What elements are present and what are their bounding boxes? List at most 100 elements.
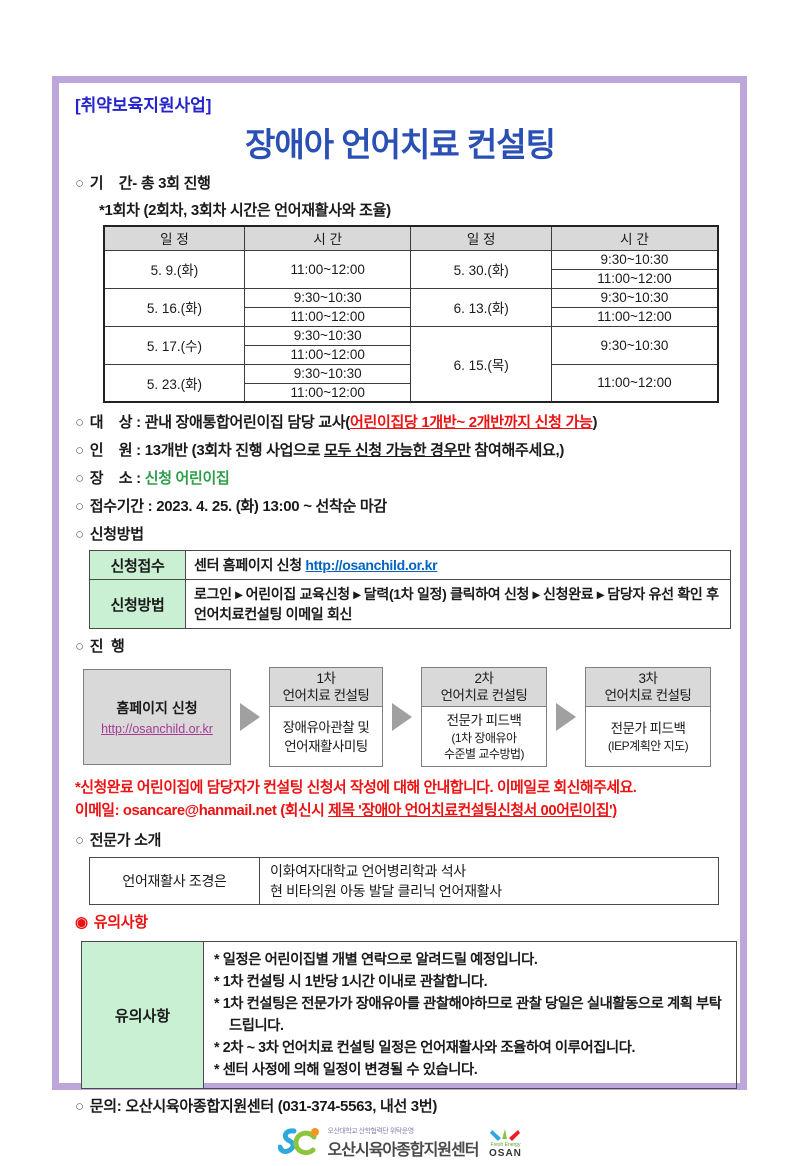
schedule-date: 5. 30.(화) bbox=[410, 249, 552, 289]
notice-item: * 1차 컨설팅 시 1반당 1시간 이내로 관찰합니다. bbox=[214, 974, 488, 990]
schedule-date: 5. 16.(화) bbox=[103, 287, 245, 327]
notice-items-cell: * 일정은 어린이집별 개별 연락으로 알려드릴 예정입니다. * 1차 컨설팅… bbox=[203, 941, 737, 1089]
step-body-line: 장애유아관찰 및 bbox=[282, 719, 370, 735]
right-arrow-icon bbox=[392, 703, 412, 731]
step-body-line: (1차 장애유아 bbox=[451, 731, 517, 745]
table-row: 언어재활사 조경은 이화여자대학교 언어병리학과 석사 현 비타의원 아동 발달… bbox=[89, 857, 719, 905]
schedule-header-row: 일 정 시 간 일 정 시 간 bbox=[103, 225, 719, 251]
apply-steps-text: 로그인 ▸ 어린이집 교육신청 ▸ 달력(1차 일정) 클릭하여 신청 ▸ 신청… bbox=[185, 579, 731, 629]
org-name-block: 오산대학교 산학협력단 위탁운영 오산시육아종합지원센터 bbox=[327, 1126, 480, 1160]
circle-bullet-icon: ○ bbox=[75, 442, 84, 459]
schedule-time: 9:30~10:30 bbox=[243, 363, 412, 384]
step-number: 2차 bbox=[474, 671, 494, 686]
schedule-time: 11:00~12:00 bbox=[550, 268, 719, 289]
separator: : bbox=[143, 498, 157, 515]
notice-item: * 1차 컨설팅은 전문가가 장애유아를 관찰해야하므로 관찰 당일은 실내활동… bbox=[214, 996, 722, 1034]
org-tagline: 오산대학교 산학협력단 위탁운영 bbox=[327, 1128, 415, 1135]
red-note-subject: 제목 '장애아 언어치료컨설팅신청서 00어린이집') bbox=[328, 803, 617, 819]
schedule-time: 11:00~12:00 bbox=[243, 306, 412, 327]
step-body-line: 전문가 피드백 bbox=[610, 721, 686, 736]
schedule-time: 9:30~10:30 bbox=[243, 325, 412, 346]
flow-step-1-header: 1차 언어치료 컨설팅 bbox=[270, 668, 382, 707]
progress-flow-diagram: 홈페이지 신청 http://osanchild.or.kr 1차 언어치료 컨… bbox=[83, 667, 725, 767]
notice-header-cell: 유의사항 bbox=[81, 941, 204, 1089]
schedule-table: 일 정 시 간 일 정 시 간 5. 9.(화) 11:00~12:00 5. … bbox=[103, 225, 719, 403]
circle-bullet-icon: ○ bbox=[75, 526, 84, 543]
expert-name: 언어재활사 조경은 bbox=[89, 857, 260, 905]
step-title: 언어치료 컨설팅 bbox=[282, 688, 370, 703]
fisheye-bullet-icon: ◉ bbox=[75, 914, 88, 931]
capacity-post: 참여해주세요,) bbox=[470, 442, 565, 459]
expert-label: 전문가 소개 bbox=[89, 832, 162, 849]
contact-text: 문의: 오산시육아종합지원센터 (031-374-5563, 내선 3번) bbox=[89, 1098, 438, 1115]
step-number: 1차 bbox=[316, 671, 336, 686]
schedule-time: 9:30~10:30 bbox=[243, 287, 412, 308]
expert-credential-line: 이화여자대학교 언어병리학과 석사 bbox=[270, 863, 466, 879]
center-logo: 오산대학교 산학협력단 위탁운영 오산시육아종합지원센터 Fresh Energ… bbox=[75, 1125, 725, 1161]
apply-table: 신청접수 센터 홈페이지 신청 http://osanchild.or.kr 신… bbox=[89, 550, 731, 629]
sc-logo-icon bbox=[277, 1125, 322, 1161]
osan-emblem: Fresh Energy OSAN bbox=[488, 1128, 522, 1159]
col-header-date-right: 일 정 bbox=[410, 225, 552, 251]
step-body-line: 수준별 교수방법) bbox=[443, 747, 525, 761]
separator: : bbox=[132, 442, 145, 459]
circle-bullet-icon: ○ bbox=[75, 1098, 84, 1115]
apply-reception-text: 센터 홈페이지 신청 bbox=[194, 557, 306, 573]
progress-label: 진 행 bbox=[89, 638, 125, 655]
schedule-time: 11:00~12:00 bbox=[243, 249, 412, 289]
flow-homepage-link[interactable]: http://osanchild.or.kr bbox=[101, 722, 213, 736]
section-expert: ○ 전문가 소개 bbox=[75, 831, 725, 851]
notice-label: 유의사항 bbox=[93, 914, 148, 931]
flow-step-1: 1차 언어치료 컨설팅 장애유아관찰 및 언어재활사미팅 bbox=[269, 667, 383, 767]
period-text: - 총 3회 진행 bbox=[132, 175, 211, 192]
flow-step-2-body: 전문가 피드백 (1차 장애유아 수준별 교수방법) bbox=[422, 707, 546, 766]
section-reception: ○ 접수기간 : 2023. 4. 25. (화) 13:00 ~ 선착순 마감 bbox=[75, 497, 725, 517]
circle-bullet-icon: ○ bbox=[75, 470, 84, 487]
right-arrow-icon bbox=[556, 703, 576, 731]
circle-bullet-icon: ○ bbox=[75, 414, 84, 431]
flow-start-box: 홈페이지 신청 http://osanchild.or.kr bbox=[83, 669, 231, 765]
step-body-line: 전문가 피드백 bbox=[446, 713, 522, 728]
section-notice: ◉ 유의사항 bbox=[75, 913, 725, 933]
flow-step-3-header: 3차 언어치료 컨설팅 bbox=[586, 668, 710, 707]
flow-step-3: 3차 언어치료 컨설팅 전문가 피드백 (IEP계획안 지도) bbox=[585, 667, 711, 767]
schedule-date: 5. 17.(수) bbox=[103, 325, 245, 365]
apply-row-content: 센터 홈페이지 신청 http://osanchild.or.kr bbox=[185, 550, 731, 580]
separator: : bbox=[132, 470, 145, 487]
table-row: 유의사항 * 일정은 어린이집별 개별 연락으로 알려드릴 예정입니다. * 1… bbox=[81, 941, 737, 1089]
circle-bullet-icon: ○ bbox=[75, 498, 84, 515]
reception-text: 2023. 4. 25. (화) 13:00 ~ 선착순 마감 bbox=[156, 498, 387, 515]
step-number: 3차 bbox=[638, 671, 658, 686]
flow-start-title: 홈페이지 신청 bbox=[116, 700, 198, 716]
schedule-date: 5. 9.(화) bbox=[103, 249, 245, 289]
homepage-link[interactable]: http://osanchild.or.kr bbox=[305, 557, 438, 573]
circle-bullet-icon: ○ bbox=[75, 175, 84, 192]
circle-bullet-icon: ○ bbox=[75, 832, 84, 849]
notice-table: 유의사항 * 일정은 어린이집별 개별 연락으로 알려드릴 예정입니다. * 1… bbox=[81, 941, 737, 1089]
flow-step-2: 2차 언어치료 컨설팅 전문가 피드백 (1차 장애유아 수준별 교수방법) bbox=[421, 667, 547, 767]
target-close: ) bbox=[592, 414, 598, 431]
osan-city-text: OSAN bbox=[489, 1147, 522, 1159]
osan-bird-icon bbox=[490, 1128, 521, 1141]
notice-item: * 2차 ~ 3차 언어치료 컨설팅 일정은 언어재활사와 조율하여 이루어집니… bbox=[214, 1040, 636, 1056]
section-capacity: ○ 인 원 : 13개반 (3회차 진행 사업으로 모두 신청 가능한 경우만 참… bbox=[75, 441, 725, 461]
red-note-line2: 이메일: osancare@hanmail.net (회신시 제목 '장애아 언… bbox=[75, 800, 725, 823]
schedule-date: 6. 15.(목) bbox=[410, 325, 552, 403]
table-row: 11:00~12:00 bbox=[104, 382, 718, 403]
step-body-line: (IEP계획안 지도) bbox=[607, 739, 689, 753]
schedule-time: 11:00~12:00 bbox=[243, 382, 412, 403]
flow-step-3-body: 전문가 피드백 (IEP계획안 지도) bbox=[586, 707, 710, 766]
red-note-email: 이메일: osancare@hanmail.net (회신시 bbox=[75, 803, 329, 819]
table-row: 5. 9.(화) 11:00~12:00 5. 30.(화) 9:30~10:3… bbox=[103, 249, 719, 289]
circle-bullet-icon: ○ bbox=[75, 638, 84, 655]
table-row: 5. 16.(화) 9:30~10:30 6. 13.(화) 9:30~10:3… bbox=[103, 287, 719, 327]
separator: : bbox=[132, 414, 145, 431]
schedule-time: 9:30~10:30 bbox=[550, 287, 719, 308]
program-tag: [취약보육지원사업] bbox=[75, 96, 212, 115]
section-target: ○ 대 상 : 관내 장애통합어린이집 담당 교사(어린이집당 1개반~ 2개반까… bbox=[75, 413, 725, 433]
period-label: 기 간 bbox=[89, 175, 133, 192]
flow-step-1-body: 장애유아관찰 및 언어재활사미팅 bbox=[270, 707, 382, 766]
target-highlight: 어린이집당 1개반~ 2개반까지 신청 가능 bbox=[350, 414, 593, 431]
step-body-line: 언어재활사미팅 bbox=[284, 738, 368, 754]
period-subnote: *1회차 (2회차, 3회차 시간은 언어재활사와 조율) bbox=[99, 202, 391, 219]
